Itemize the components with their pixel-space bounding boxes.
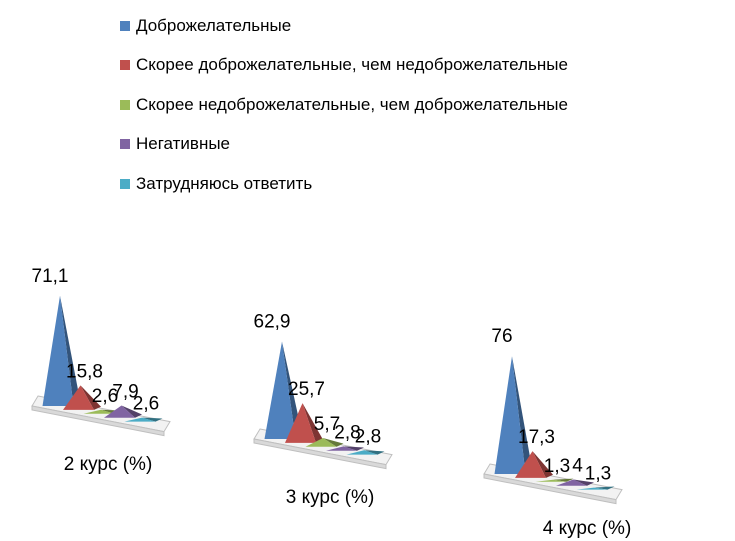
- pyramid-bar: [83, 409, 115, 414]
- chart-legend: Доброжелательные Скорее доброжелательные…: [120, 6, 568, 204]
- legend-label: Негативные: [136, 134, 231, 154]
- pyramid-bar: [326, 446, 357, 451]
- pyramid-bar-side: [512, 356, 533, 474]
- chart-floor-edge: [31, 405, 165, 437]
- legend-label: Доброжелательные: [136, 15, 292, 35]
- data-label: 17,3: [518, 427, 555, 448]
- pyramid-bar-side: [553, 478, 574, 482]
- pyramid-bar-side: [532, 451, 553, 478]
- data-label: 25,7: [288, 379, 325, 400]
- pyramid-bar-side: [60, 295, 81, 406]
- legend-item: Затрудняюсь ответить: [120, 164, 568, 204]
- data-label: 15,8: [66, 361, 103, 382]
- data-label: 1,3: [585, 464, 611, 485]
- data-label: 62,9: [254, 312, 291, 333]
- data-label: 5,7: [314, 414, 340, 435]
- pyramid-bar: [285, 403, 316, 443]
- pyramid-bar: [104, 405, 135, 418]
- data-label: 71,1: [32, 266, 69, 287]
- pyramid-bar-side: [121, 405, 142, 418]
- pyramid-bar: [556, 479, 587, 486]
- pyramid-bar-side: [343, 446, 364, 451]
- data-label: 4: [572, 456, 583, 477]
- legend-item: Доброжелательные: [120, 6, 568, 46]
- pyramid-bar-side: [282, 341, 303, 439]
- pyramid-bar: [305, 437, 337, 447]
- legend-swatch: [120, 139, 130, 150]
- pyramid-bar-side: [573, 479, 594, 486]
- pyramid-bar-side: [323, 437, 344, 447]
- data-label: 2,6: [133, 394, 159, 415]
- legend-item: Скорее недоброжелательные, чем доброжела…: [120, 85, 568, 125]
- pyramid-bar-side: [302, 403, 323, 443]
- legend-item: Скорее доброжелательные, чем недоброжела…: [120, 46, 568, 86]
- pyramid-bar-side: [594, 486, 615, 490]
- pyramid-bar: [535, 479, 567, 482]
- chart-labels: 71,115,82,67,92,62 курс (%)62,925,75,72,…: [32, 266, 632, 539]
- data-label: 76: [491, 326, 512, 347]
- pyramid-bar: [42, 295, 74, 406]
- category-label: 4 курс (%): [543, 518, 632, 539]
- legend-label: Скорее недоброжелательные, чем доброжела…: [136, 94, 568, 114]
- data-label: 1,3: [544, 456, 570, 477]
- data-label: 2,8: [334, 422, 360, 443]
- pyramid-bar-side: [364, 450, 385, 455]
- category-label: 3 курс (%): [286, 487, 375, 508]
- legend-swatch: [120, 60, 130, 71]
- data-label: 2,6: [92, 386, 118, 407]
- chart-floor-edge: [253, 438, 387, 470]
- pyramid-bar: [576, 487, 608, 490]
- pyramid-bar-side: [80, 385, 101, 410]
- category-label: 2 курс (%): [64, 454, 153, 475]
- pyramid-bar: [515, 451, 546, 478]
- pyramid-bar: [63, 385, 94, 410]
- legend-label: Скорее доброжелательные, чем недоброжела…: [136, 55, 568, 75]
- data-label: 2,8: [355, 426, 381, 447]
- pyramid-bar: [494, 356, 526, 474]
- legend-swatch: [120, 178, 130, 189]
- pyramid-bar: [124, 417, 156, 422]
- chart-marks: [42, 295, 615, 490]
- legend-swatch: [120, 20, 130, 31]
- pyramid-bar: [346, 450, 378, 455]
- pyramid-bar: [264, 341, 296, 439]
- data-label: 7,9: [112, 381, 138, 402]
- legend-swatch: [120, 99, 130, 110]
- chart-floor-edge: [483, 473, 617, 505]
- pyramid-bar-side: [142, 417, 163, 422]
- legend-item: Негативные: [120, 125, 568, 165]
- legend-label: Затрудняюсь ответить: [136, 173, 313, 193]
